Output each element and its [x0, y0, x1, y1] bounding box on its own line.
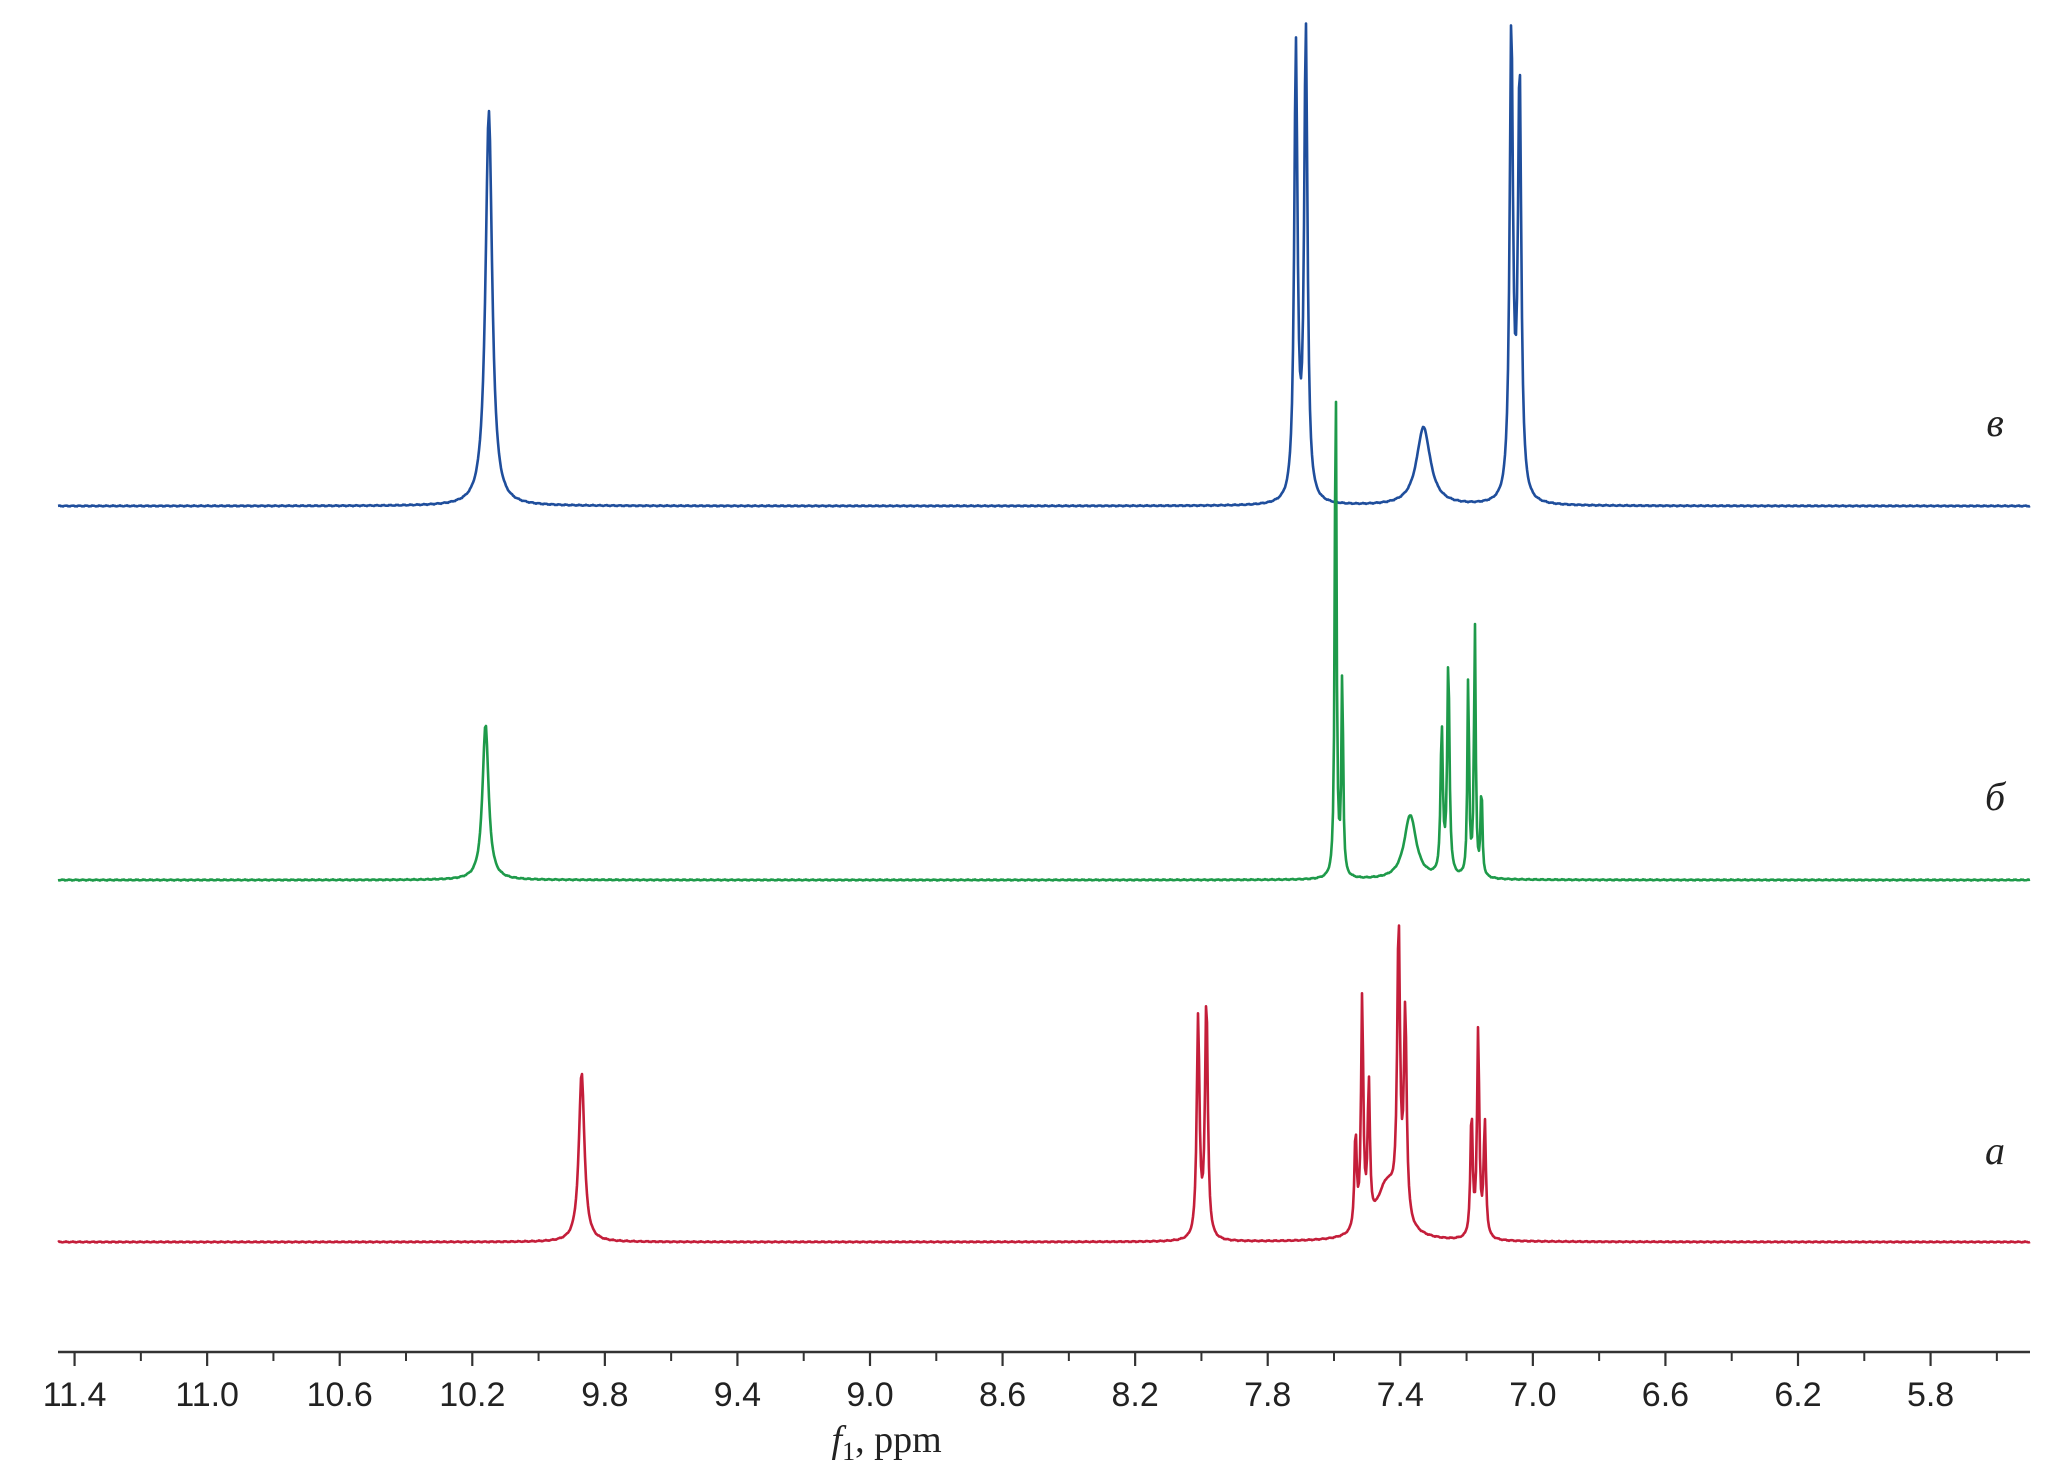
spectrum-trace-v [57, 22, 2031, 508]
x-tick-label: 5.8 [1907, 1376, 1954, 1414]
x-axis-unit: , ppm [855, 1419, 942, 1461]
x-tick-label: 9.4 [714, 1376, 761, 1414]
x-tick-label: 8.6 [979, 1376, 1026, 1414]
series-labels: в б а [1985, 400, 2007, 1173]
x-tick-label: 7.4 [1377, 1376, 1424, 1414]
series-label: а [1985, 1128, 2005, 1173]
x-tick-label: 9.0 [846, 1376, 893, 1414]
x-tick-label: 6.2 [1774, 1376, 1821, 1414]
x-tick-label: 11.0 [175, 1376, 239, 1414]
x-tick-label: 11.4 [43, 1376, 107, 1414]
x-ticks: 11.4 11.0 10.6 10.2 9.8 9.4 9.0 8.6 8.2 7.8 7.4 7.0… [43, 1352, 1998, 1414]
x-tick-label: 9.8 [581, 1376, 628, 1414]
spectra-traces [57, 22, 2031, 1244]
spectrum-trace-b [57, 400, 2031, 882]
series-label: в [1986, 400, 2003, 445]
x-axis-subscript: 1 [842, 1437, 855, 1465]
x-tick-label: 7.8 [1244, 1376, 1291, 1414]
series-label: б [1985, 774, 2007, 819]
x-axis-title: f1, ppm [832, 1419, 942, 1465]
spectrum-trace-a [57, 924, 2031, 1244]
x-tick-label: 10.6 [307, 1376, 373, 1414]
x-tick-label: 7.0 [1509, 1376, 1556, 1414]
x-tick-label: 6.6 [1642, 1376, 1689, 1414]
x-axis: 11.4 11.0 10.6 10.2 9.8 9.4 9.0 8.6 8.2 7.8 7.4 7.0… [43, 1350, 2030, 1414]
x-tick-label: 10.2 [439, 1376, 505, 1414]
x-tick-label: 8.2 [1112, 1376, 1159, 1414]
